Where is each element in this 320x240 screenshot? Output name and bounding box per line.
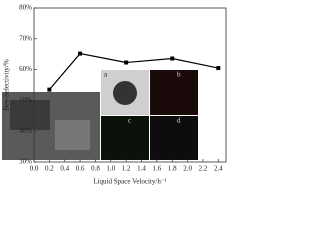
x-tick-label: 0.6 (76, 165, 85, 173)
data-point (124, 60, 129, 65)
panel-c (101, 116, 149, 160)
x-tick-label: 0.0 (30, 165, 39, 173)
x-tick-label: 0.2 (45, 165, 54, 173)
x-axis-label: Liquid Space Velocity/h⁻¹ (93, 178, 166, 186)
y-tick-label: 30% (19, 158, 32, 166)
y-axis-label: Ben-Selectivity/% (3, 59, 11, 110)
y-tick-label: 40% (19, 127, 32, 135)
tem-shade (10, 100, 50, 130)
x-tick-label: 0.8 (91, 165, 100, 173)
x-tick-label: 0.4 (60, 165, 69, 173)
x-tick-label: 2.2 (199, 165, 208, 173)
tem-shade (55, 120, 90, 150)
x-tick-label: 1.2 (122, 165, 131, 173)
x-tick-label: 2.4 (214, 165, 223, 173)
x-tick-label: 1.4 (137, 165, 146, 173)
inset-label: d (177, 117, 181, 125)
y-tick-label: 60% (19, 65, 32, 73)
chart: a b c d Liquid Space Velocity/h⁻¹ Ben-Se… (2, 4, 227, 186)
data-point (170, 56, 175, 61)
x-tick-label: 2.0 (183, 165, 192, 173)
data-point (78, 51, 83, 56)
data-point (47, 87, 52, 92)
x-tick-label: 1.0 (106, 165, 115, 173)
y-tick-label: 80% (19, 4, 32, 12)
panel-d (150, 116, 198, 160)
inset-images: a b c d (2, 70, 198, 160)
x-tick-label: 1.6 (153, 165, 162, 173)
panel-b (150, 70, 198, 115)
data-point (216, 66, 221, 71)
particle (113, 81, 137, 105)
inset-label: c (128, 117, 131, 125)
x-tick-label: 1.8 (168, 165, 177, 173)
inset-label: a (104, 71, 108, 79)
y-tick-label: 70% (19, 34, 32, 42)
plot-frame (33, 7, 227, 163)
inset-label: b (177, 71, 181, 79)
y-tick-label: 50% (19, 96, 32, 104)
